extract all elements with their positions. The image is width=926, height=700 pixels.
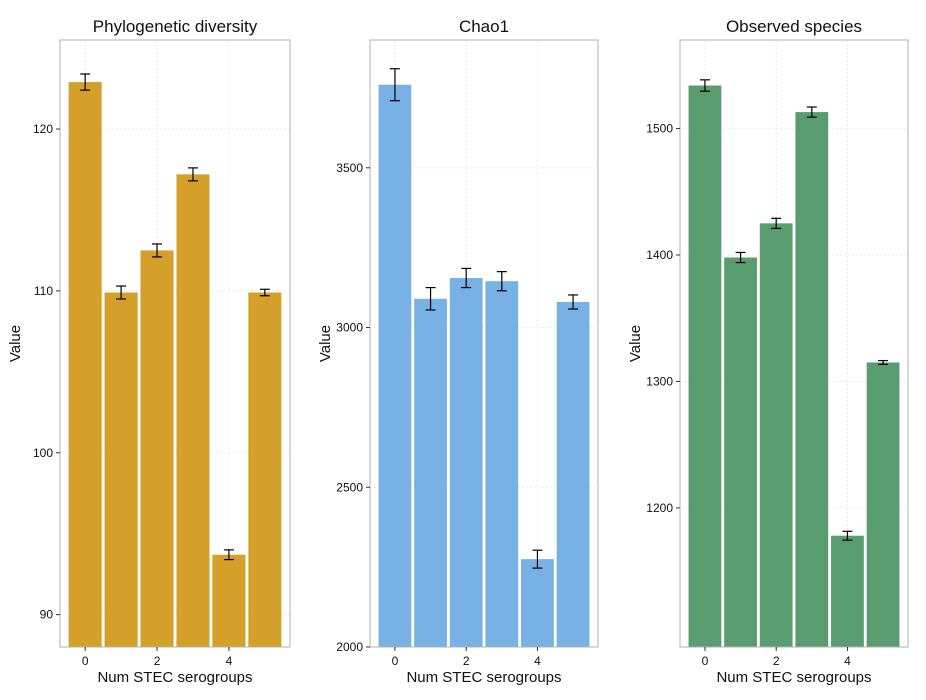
panel-1: 90 100 110 120 0 2 4 Phylogenetic diversity Num … <box>7 17 291 686</box>
y-tick-label: 1400 <box>646 248 673 262</box>
bar <box>831 535 864 647</box>
y-tick-label: 3500 <box>336 161 363 175</box>
panel-2: 2000 2500 3000 3500 0 2 4 Chao1 Num STEC serogro… <box>317 17 599 686</box>
y-tick-label: 2000 <box>336 640 363 654</box>
panel-border <box>59 39 291 648</box>
x-tick-label: 2 <box>463 654 470 668</box>
y-tick-label: 2500 <box>336 480 363 494</box>
bar <box>68 82 102 648</box>
panel-title: Chao1 <box>459 17 509 36</box>
bar <box>378 84 412 647</box>
y-tick-label: 100 <box>33 446 53 460</box>
x-axis-label: Num STEC serogroups <box>406 669 561 686</box>
x-tick-label: 2 <box>154 654 161 668</box>
x-tick-label: 4 <box>844 654 851 668</box>
bar <box>688 85 722 647</box>
bar <box>414 298 447 647</box>
bar <box>212 554 246 647</box>
bar <box>140 250 174 647</box>
y-tick-label: 120 <box>33 122 53 136</box>
y-axis-label: Value <box>7 325 24 362</box>
x-axis-label: Num STEC serogroups <box>97 669 252 686</box>
x-tick-label: 4 <box>226 654 233 668</box>
x-tick-label: 0 <box>82 654 89 668</box>
y-tick-label: 90 <box>40 608 54 622</box>
y-tick-label: 1500 <box>646 122 673 136</box>
bar <box>104 292 138 647</box>
x-axis-label: Num STEC serogroups <box>716 669 871 686</box>
bar <box>866 362 900 647</box>
bar <box>759 223 793 648</box>
bar <box>248 292 282 647</box>
x-tick-label: 2 <box>773 654 780 668</box>
y-tick-label: 1200 <box>646 501 673 515</box>
y-tick-label: 3000 <box>336 321 363 335</box>
bar <box>176 174 210 647</box>
bar <box>556 301 590 647</box>
panel-title: Observed species <box>726 17 862 36</box>
bar <box>724 257 757 647</box>
panel-3: 1200 1300 1400 1500 0 2 4 Observed species Num S… <box>627 17 909 686</box>
panel-title: Phylogenetic diversity <box>93 17 258 36</box>
bar <box>449 278 483 647</box>
panel-border <box>369 39 599 648</box>
y-axis-label: Value <box>317 325 334 362</box>
y-tick-label: 110 <box>34 284 53 298</box>
bar <box>485 281 519 647</box>
x-tick-label: 4 <box>534 654 541 668</box>
bar <box>795 112 829 648</box>
panel-border <box>679 39 909 648</box>
y-axis-label: Value <box>627 325 644 362</box>
bar <box>521 559 554 647</box>
x-tick-label: 0 <box>702 654 709 668</box>
x-tick-label: 0 <box>392 654 399 668</box>
y-tick-label: 1300 <box>646 374 673 388</box>
